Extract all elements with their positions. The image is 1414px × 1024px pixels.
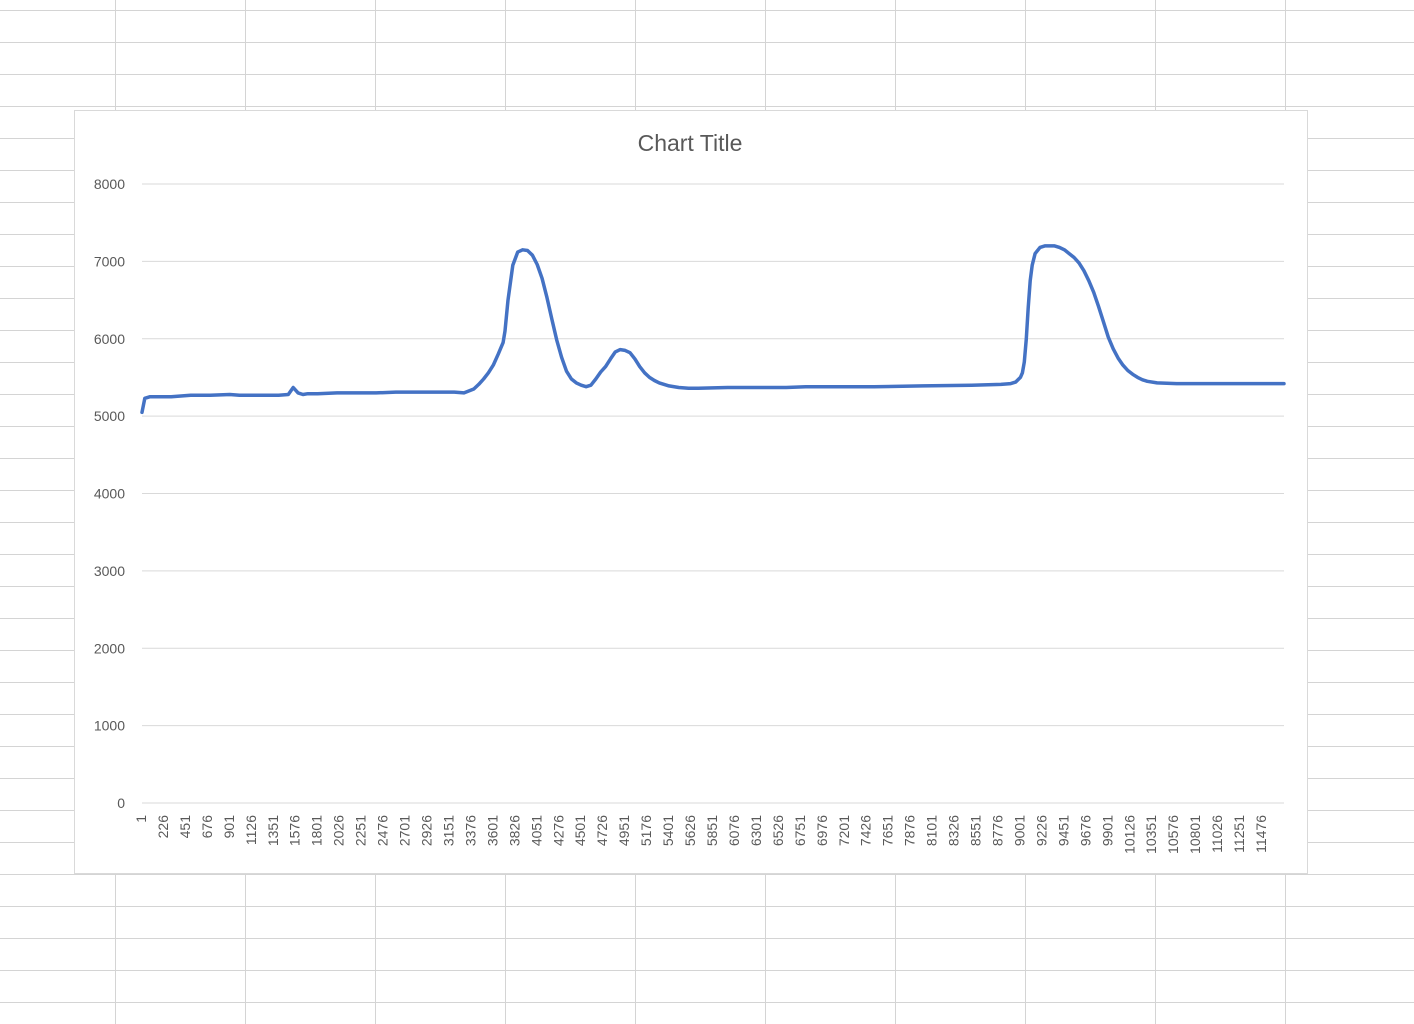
x-tick-label: 6751: [792, 815, 808, 846]
x-tick-label: 4276: [550, 815, 566, 846]
x-tick-label: 4951: [616, 815, 632, 846]
y-tick-label: 2000: [94, 640, 125, 656]
line-chart: Chart Title 0 1000 2000 3000 4000 5000 6000 700…: [94, 130, 1286, 854]
gridlines: [142, 183, 1284, 727]
x-tick-label: 3151: [440, 815, 456, 846]
y-axis-tick-labels: 0 1000 2000 3000 4000 5000 6000 7000 8000: [94, 176, 125, 811]
x-tick-label: 4051: [528, 815, 544, 846]
x-tick-label: 5401: [660, 815, 676, 846]
x-axis-tick-labels: 1 226 451 676 901 1126 1351 1576 1801 2026 2251 247…: [133, 815, 1269, 854]
y-tick-label: 5000: [94, 408, 125, 424]
x-tick-label: 8101: [924, 815, 940, 846]
x-tick-label: 226: [155, 815, 171, 839]
y-tick-label: 7000: [94, 253, 125, 269]
x-tick-label: 1351: [265, 815, 281, 846]
series-group: [140, 244, 1286, 415]
x-tick-label: 10126: [1121, 815, 1137, 854]
x-tick-label: 5176: [638, 815, 654, 846]
y-tick-label: 3000: [94, 563, 125, 579]
x-tick-label: 3376: [462, 815, 478, 846]
x-tick-label: 9226: [1033, 815, 1049, 846]
x-tick-label: 6076: [726, 815, 742, 846]
x-tick-label: 8551: [968, 815, 984, 846]
x-tick-label: 2926: [419, 815, 435, 846]
x-tick-label: 4501: [572, 815, 588, 846]
x-tick-label: 8776: [990, 815, 1006, 846]
chart-title[interactable]: Chart Title: [638, 130, 743, 156]
x-tick-label: 6526: [770, 815, 786, 846]
chart-area[interactable]: Chart Title 0 1000 2000 3000 4000 5000 6000 700…: [74, 110, 1308, 874]
x-tick-label: 901: [221, 815, 237, 839]
x-tick-label: 11476: [1253, 815, 1269, 853]
y-tick-label: 4000: [94, 486, 125, 502]
x-tick-label: 9901: [1099, 815, 1115, 846]
x-tick-label: 8326: [946, 815, 962, 846]
x-tick-label: 1126: [243, 815, 259, 845]
x-tick-label: 676: [199, 815, 215, 839]
y-tick-label: 8000: [94, 176, 125, 192]
x-tick-label: 1576: [287, 815, 303, 846]
x-tick-label: 3826: [506, 815, 522, 846]
series-line-0[interactable]: [140, 244, 1286, 415]
x-tick-label: 9451: [1055, 815, 1071, 846]
x-tick-label: 10801: [1187, 815, 1203, 854]
x-tick-label: 6301: [748, 815, 764, 846]
x-tick-label: 7201: [836, 815, 852, 846]
x-tick-label: 7651: [880, 815, 896, 846]
x-tick-label: 1: [133, 815, 149, 823]
x-tick-label: 2251: [353, 815, 369, 846]
x-tick-label: 7426: [858, 815, 874, 846]
x-tick-label: 5626: [682, 815, 698, 846]
y-tick-label: 1000: [94, 718, 125, 734]
x-tick-label: 10351: [1143, 815, 1159, 854]
x-tick-label: 6976: [814, 815, 830, 846]
x-tick-label: 3601: [484, 815, 500, 846]
x-tick-label: 1801: [309, 815, 325, 846]
x-tick-label: 7876: [902, 815, 918, 846]
x-tick-label: 10576: [1165, 815, 1181, 854]
x-tick-label: 2701: [397, 815, 413, 846]
x-tick-label: 5851: [704, 815, 720, 846]
x-tick-label: 9676: [1077, 815, 1093, 846]
x-tick-label: 11251: [1231, 815, 1247, 853]
y-tick-label: 0: [117, 795, 125, 811]
x-tick-label: 451: [177, 815, 193, 839]
x-tick-label: 2026: [331, 815, 347, 846]
x-tick-label: 4726: [594, 815, 610, 846]
x-tick-label: 2476: [375, 815, 391, 846]
y-tick-label: 6000: [94, 331, 125, 347]
x-tick-label: 9001: [1011, 815, 1027, 846]
x-tick-label: 11026: [1209, 815, 1225, 853]
